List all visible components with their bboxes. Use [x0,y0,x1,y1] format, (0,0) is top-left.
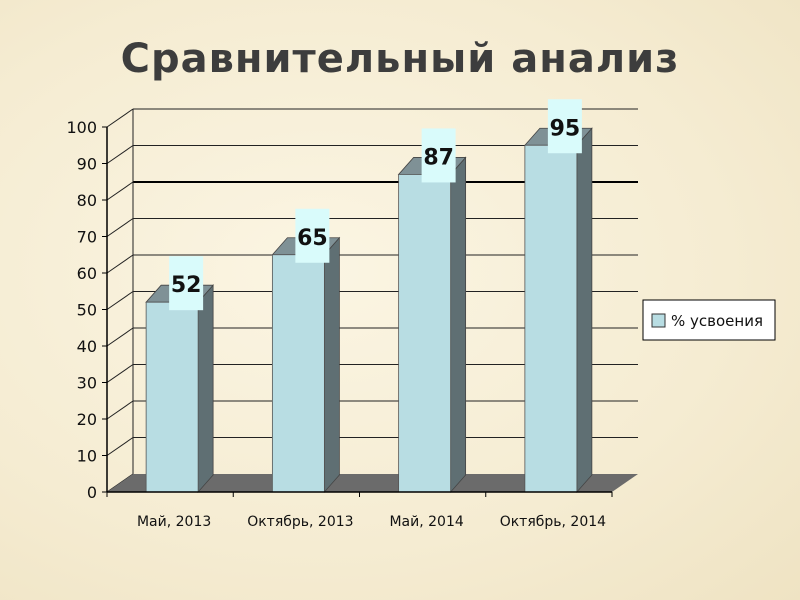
data-label: 65 [297,226,328,251]
y-tick-label: 90 [77,155,97,174]
y-tick-label: 10 [77,447,97,466]
y-tick-label: 70 [77,228,97,247]
gridline-side-30 [106,364,134,383]
x-tick-label: Октябрь, 2014 [500,514,606,530]
bar-front-3 [524,144,578,493]
bar-side-3 [576,127,593,494]
x-tick-label: Октябрь, 2013 [247,514,353,530]
y-tick-label: 40 [77,337,97,356]
data-label: 87 [423,145,454,170]
gridline-side-10 [106,437,134,456]
bar-front-1 [271,254,325,493]
bar-1: 65 [271,208,341,494]
bar-side-2 [450,156,467,494]
bar-front-0 [145,301,199,493]
bars: 52 65 87 95 [145,99,593,494]
data-label-box-3 [547,99,582,154]
gridline-side-50 [106,291,134,310]
y-tick-label: 50 [77,301,97,320]
chart-title: Сравнительный анализ [121,36,680,82]
floor-plane [107,474,638,492]
data-label-box-0 [169,256,204,311]
gridline-side-90 [106,145,134,164]
bar-3: 95 [523,99,593,494]
gridline-side-70 [106,218,134,237]
x-tick-label: Май, 2014 [389,514,463,530]
legend-label: % усвоения [671,312,763,330]
y-axis: 0 10 20 30 40 50 60 70 80 90 100 [66,118,108,502]
gridline-side-100 [106,108,134,128]
y-tick-label: 60 [77,264,97,283]
data-label: 52 [171,273,202,298]
y-tick-label: 20 [77,410,97,429]
legend: % усвоения [642,299,776,341]
gridline-side-60 [106,254,134,274]
bar-2: 87 [397,128,467,494]
gridline-side-20 [106,400,134,420]
bar-side-1 [323,236,340,494]
data-label-box-2 [421,128,456,183]
gridline-side-40 [106,327,134,347]
x-axis: Май, 2013 Октябрь, 2013 Май, 2014 Октябрь, … [106,491,613,530]
data-label: 95 [550,116,581,141]
gridline-side-80 [106,181,134,201]
legend-swatch [651,313,666,328]
y-tick-label: 0 [87,483,97,502]
x-tick-label: Май, 2013 [137,514,211,530]
bar-side-0 [197,284,214,494]
y-tick-label: 80 [77,191,97,210]
y-tick-label: 30 [77,374,97,393]
bar-front-2 [398,174,452,493]
chart-floor [107,474,638,492]
bar-0: 52 [145,256,215,494]
y-tick-label: 100 [66,118,97,137]
data-label-box-1 [295,208,330,263]
